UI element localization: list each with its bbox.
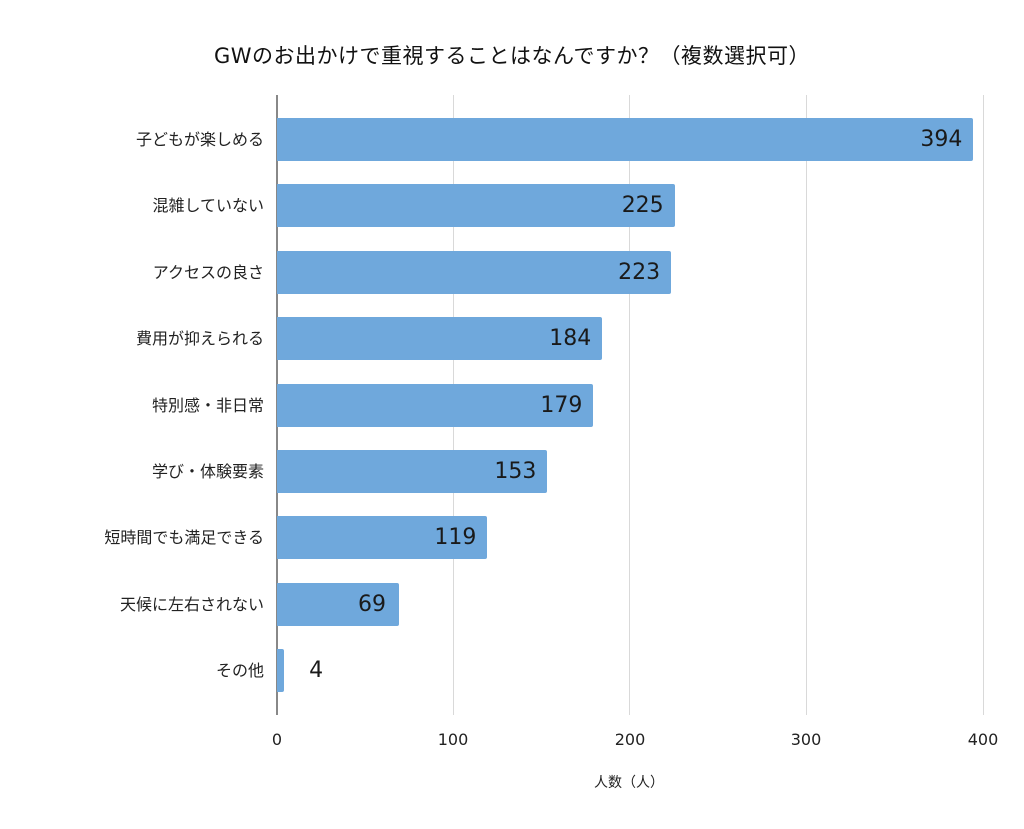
bar-value-label: 225 xyxy=(621,193,664,219)
bar xyxy=(277,383,594,427)
gridline-300 xyxy=(806,95,807,715)
bar-value-label: 4 xyxy=(309,658,324,684)
bar xyxy=(277,317,603,361)
bar-value-label: 69 xyxy=(357,591,386,617)
category-label: 費用が抑えられる xyxy=(135,329,264,349)
category-label: 短時間でも満足できる xyxy=(104,528,264,548)
bar-value-label: 153 xyxy=(494,459,537,484)
bar xyxy=(277,450,548,493)
bar-value-label: 184 xyxy=(549,326,592,352)
category-label: 混雑していない xyxy=(152,196,264,216)
category-label: 特別感・非日常 xyxy=(151,395,264,415)
chart-title: GWのお出かけで重視することはなんですか？（複数選択可） xyxy=(214,44,810,68)
x-tick-100: 100 xyxy=(437,730,469,749)
x-tick-400: 400 xyxy=(967,730,999,749)
bar-value-label: 179 xyxy=(540,392,583,418)
category-label: その他 xyxy=(215,661,264,681)
bar-value-label: 223 xyxy=(618,259,661,285)
bar xyxy=(277,184,675,228)
bar xyxy=(277,516,488,560)
bar xyxy=(277,649,285,693)
bar xyxy=(277,250,672,294)
x-tick-300: 300 xyxy=(790,730,822,749)
bar-value-label: 394 xyxy=(920,127,963,152)
gridline-200 xyxy=(629,95,630,715)
x-axis-label: 人数（人） xyxy=(594,775,664,791)
gridline-400 xyxy=(983,95,984,715)
bar xyxy=(277,118,974,161)
category-label: アクセスの良さ xyxy=(152,262,264,282)
bar-value-label: 119 xyxy=(434,525,477,551)
x-tick-0: 0 xyxy=(271,730,283,749)
x-tick-200: 200 xyxy=(614,730,646,749)
category-label: 学び・体験要素 xyxy=(151,462,264,481)
bar xyxy=(277,582,399,626)
category-label: 子どもが楽しめる xyxy=(135,130,264,149)
category-label: 天候に左右されない xyxy=(119,594,264,614)
plot-area: 394 225 223 184 179 153 119 69 4 xyxy=(276,95,984,715)
